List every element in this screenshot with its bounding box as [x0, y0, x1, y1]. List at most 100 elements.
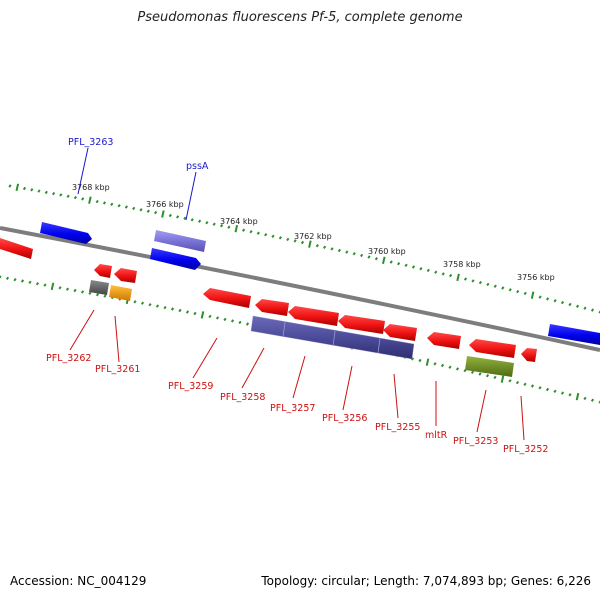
cds-arrow[interactable] — [89, 280, 109, 295]
cds-arrow[interactable] — [338, 315, 385, 334]
minor-tick — [411, 265, 416, 269]
cds-arrow[interactable] — [40, 222, 92, 244]
cds-arrow[interactable] — [94, 264, 112, 278]
minor-tick — [5, 276, 10, 280]
major-tick — [234, 224, 239, 233]
gene-label[interactable]: PFL_3261 — [95, 364, 140, 375]
minor-tick — [538, 295, 542, 299]
minor-tick — [426, 268, 430, 273]
minor-tick — [170, 307, 175, 311]
minor-tick — [352, 252, 356, 256]
minor-tick — [153, 210, 158, 215]
minor-tick — [485, 374, 490, 378]
minor-tick — [155, 304, 160, 308]
feature-divider — [332, 330, 336, 347]
minor-tick — [493, 284, 497, 288]
minor-tick — [538, 386, 542, 390]
cds-arrow[interactable] — [154, 230, 206, 252]
minor-tick — [185, 310, 190, 314]
feature-block[interactable] — [250, 315, 415, 360]
minor-tick — [300, 240, 305, 245]
minor-tick — [560, 300, 565, 305]
minor-tick — [440, 363, 445, 368]
cds-arrow[interactable] — [288, 306, 339, 326]
minor-tick — [501, 286, 505, 290]
gene-label[interactable]: mltR — [425, 430, 448, 441]
kbp-label-group: 3768 kbp 3766 kbp 3764 kbp 3762 kbp 3760… — [72, 183, 555, 282]
gene-label[interactable]: PFL_3252 — [503, 444, 548, 455]
minor-tick — [256, 231, 260, 235]
minor-tick — [183, 216, 187, 220]
minor-tick — [471, 279, 475, 283]
minor-tick — [598, 400, 600, 404]
minor-tick — [553, 389, 557, 393]
minor-tick — [148, 303, 152, 307]
minor-tick — [110, 202, 114, 206]
gene-label[interactable]: PFL_3262 — [46, 353, 91, 364]
cds-arrow[interactable] — [427, 332, 461, 349]
minor-tick — [95, 293, 100, 297]
minor-tick — [359, 253, 364, 258]
minor-tick — [264, 233, 268, 237]
minor-tick — [238, 320, 242, 325]
cds-arrow[interactable] — [150, 248, 201, 270]
major-tick — [88, 196, 92, 204]
minor-tick — [337, 248, 342, 253]
accession-text: Accession: NC_004129 — [10, 574, 147, 588]
gene-label[interactable]: PFL_3256 — [322, 413, 367, 424]
feature-block[interactable] — [465, 356, 514, 377]
cds-arrow[interactable] — [548, 324, 600, 345]
gene-label[interactable]: PFL_3253 — [453, 436, 498, 447]
minor-tick — [396, 262, 401, 266]
gene-label[interactable]: PFL_3257 — [270, 403, 315, 414]
cds-arrow[interactable] — [203, 288, 251, 308]
minor-tick — [508, 288, 512, 292]
minor-tick — [478, 280, 483, 285]
cds-arrow[interactable] — [521, 348, 537, 362]
minor-tick — [410, 357, 415, 361]
cds-arrow[interactable] — [109, 285, 132, 301]
minor-tick — [441, 272, 445, 276]
minor-tick — [486, 282, 490, 287]
minor-tick — [590, 398, 595, 402]
kbp-label: 3764 kbp — [220, 217, 258, 226]
minor-tick — [568, 302, 572, 307]
kbp-label: 3756 kbp — [517, 273, 555, 282]
minor-tick — [330, 247, 334, 251]
minor-tick — [271, 234, 275, 238]
cds-arrow[interactable] — [255, 299, 289, 316]
minor-tick — [245, 322, 250, 326]
minor-tick — [516, 289, 520, 294]
minor-tick — [530, 384, 535, 388]
reverse-gene-labels: PFL_3262 PFL_3261 PFL_3259 PFL_3258 PFL_… — [46, 353, 548, 455]
minor-tick — [583, 306, 587, 310]
major-tick — [308, 240, 312, 248]
cds-arrow[interactable] — [0, 238, 33, 259]
minor-tick — [434, 270, 438, 274]
cds-arrow[interactable] — [383, 324, 417, 341]
minor-tick — [73, 288, 77, 293]
kbp-label: 3758 kbp — [443, 260, 481, 269]
cds-arrow[interactable] — [114, 268, 137, 283]
gene-label[interactable]: PFL_3259 — [168, 381, 213, 392]
cds-arrow[interactable] — [469, 339, 516, 358]
gene-label[interactable]: pssA — [186, 161, 209, 172]
gene-label[interactable]: PFL_3255 — [375, 422, 420, 433]
minor-tick — [322, 245, 327, 249]
outer-tick-ring — [8, 183, 600, 314]
minor-tick — [241, 228, 246, 232]
minor-tick — [13, 278, 17, 282]
minor-tick — [590, 308, 595, 312]
minor-tick — [139, 208, 143, 212]
minor-tick — [0, 275, 2, 279]
gene-label[interactable]: PFL_3263 — [68, 137, 113, 148]
minor-tick — [124, 205, 129, 209]
minor-tick — [140, 301, 145, 305]
minor-tick — [81, 197, 85, 201]
gene-label[interactable]: PFL_3258 — [220, 392, 265, 403]
feature-divider — [282, 321, 286, 338]
minor-tick — [374, 257, 379, 261]
minor-tick — [132, 206, 136, 211]
minor-tick — [65, 287, 70, 291]
